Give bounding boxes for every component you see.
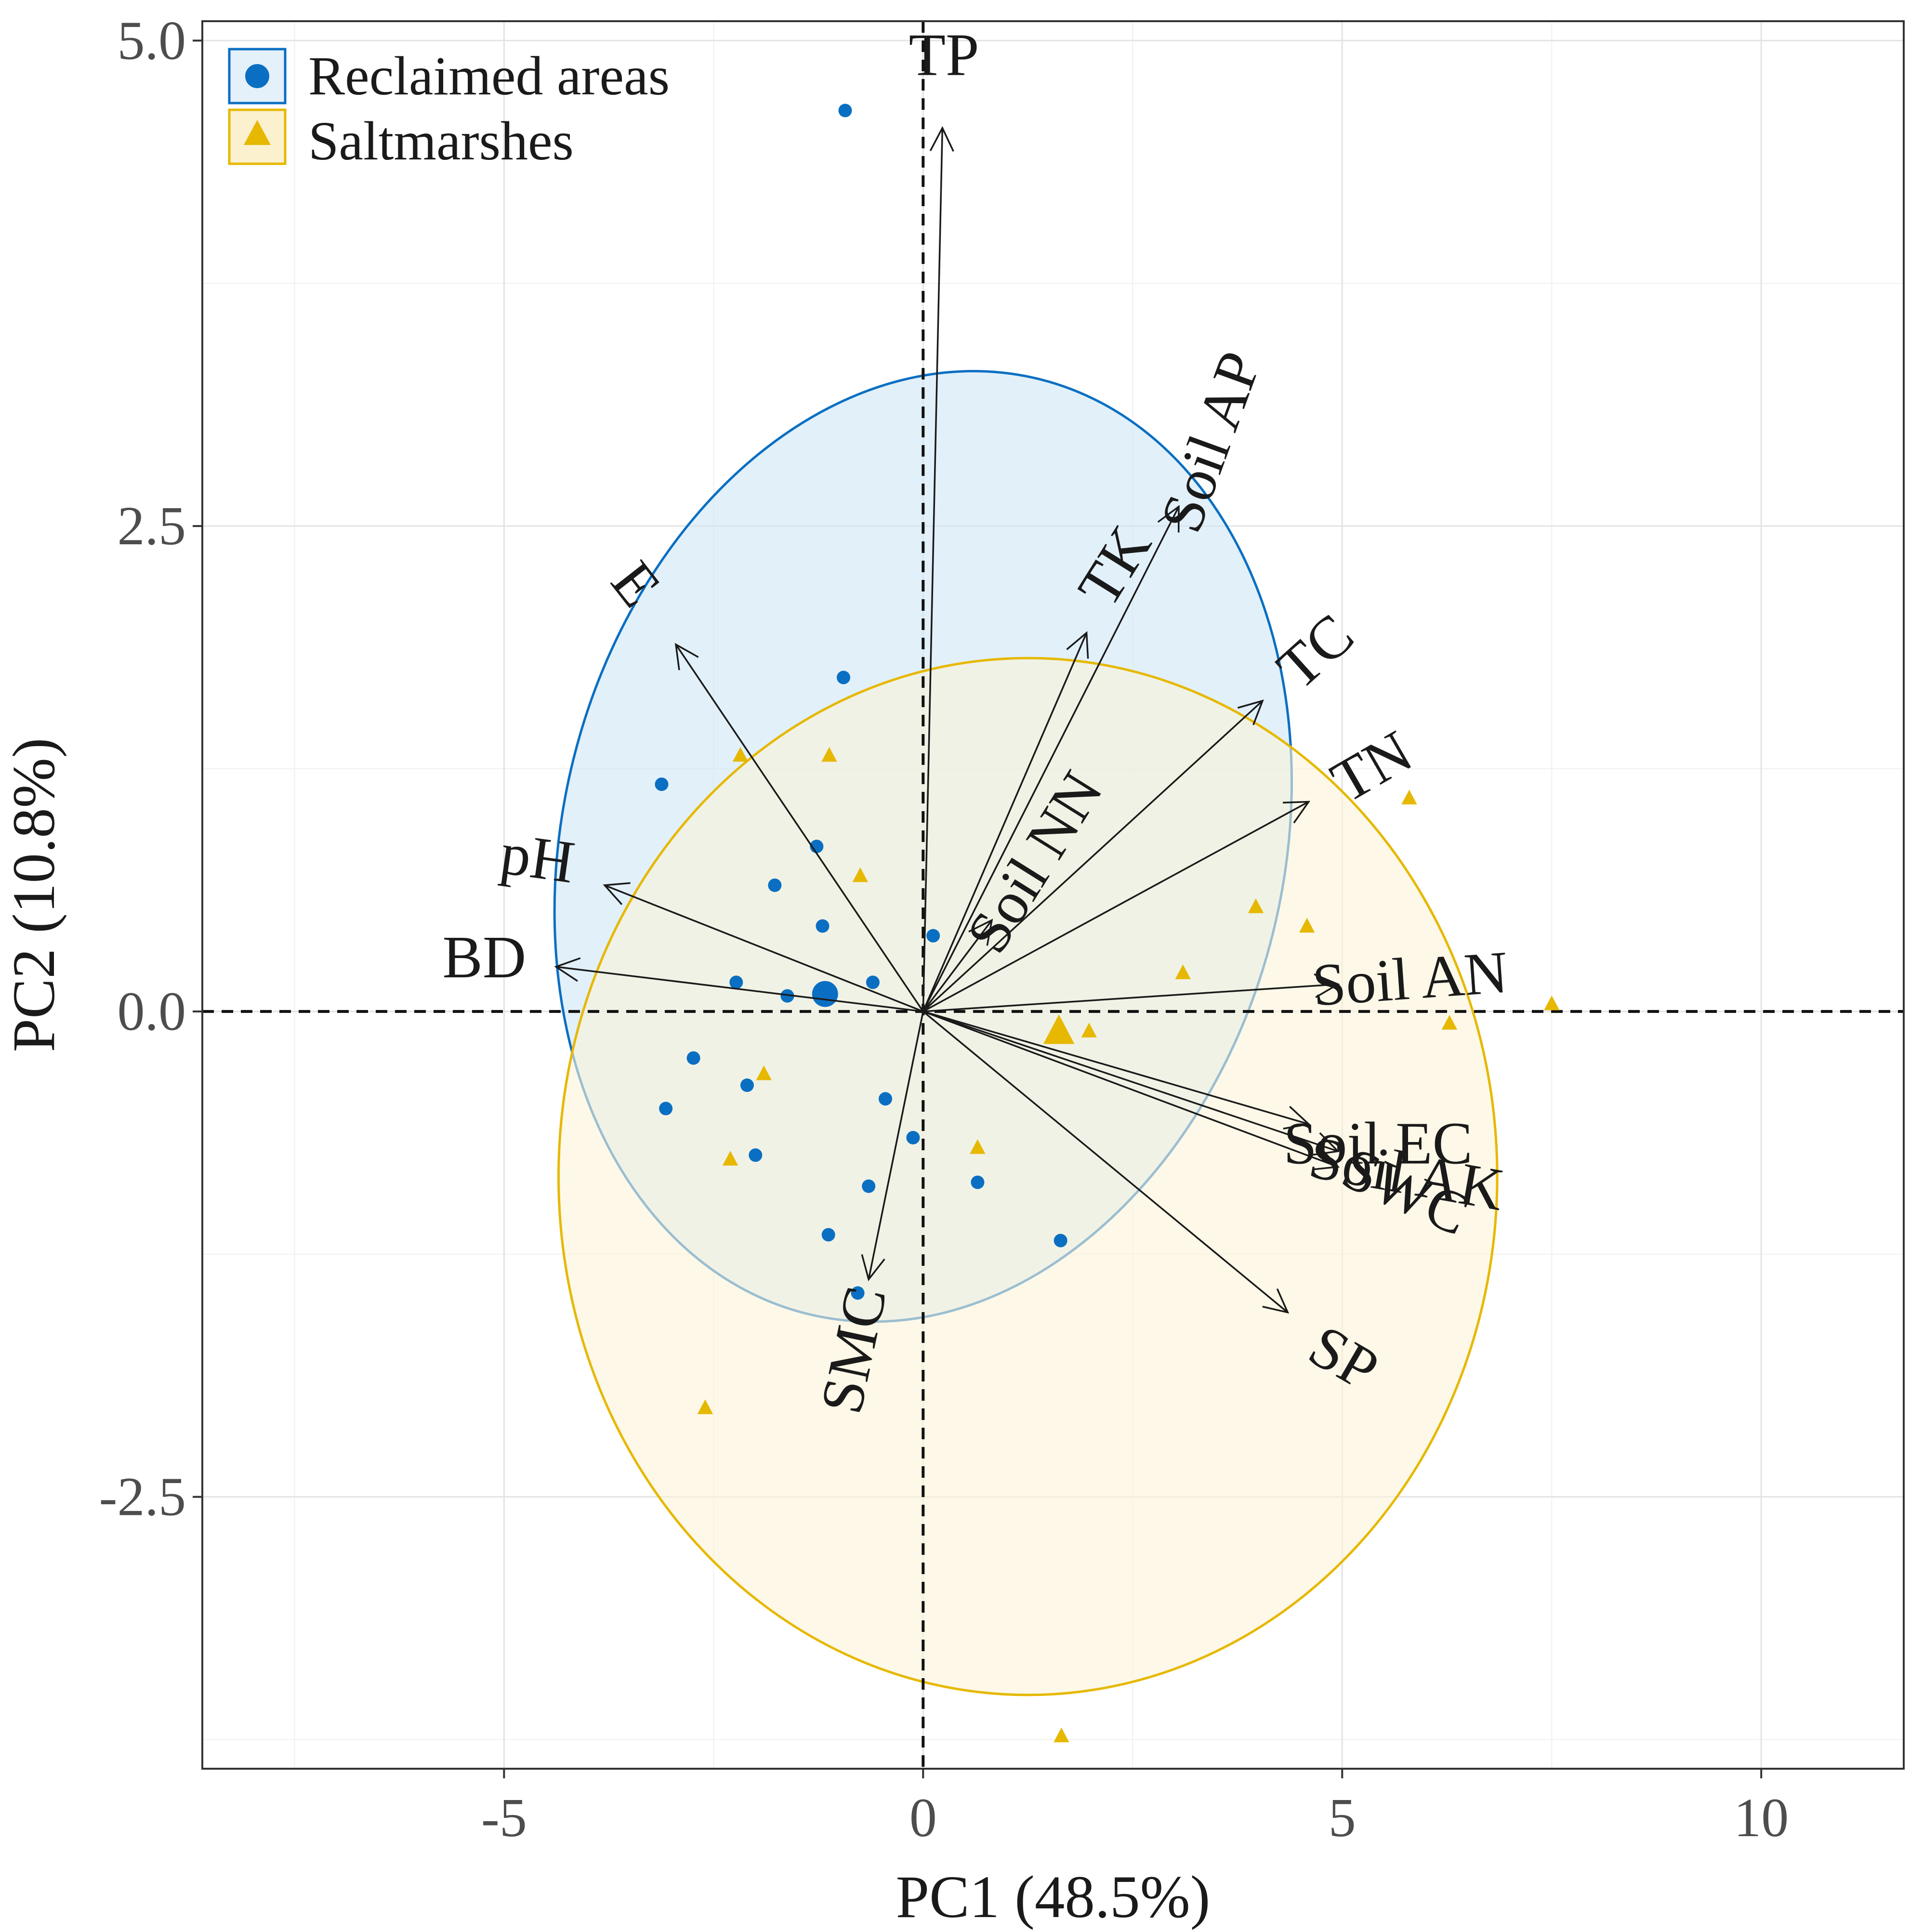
plot-panel-border [201, 20, 1905, 1770]
legend-label-saltmarshes: Saltmarshes [308, 110, 574, 171]
reclaimed-point-8 [866, 975, 880, 989]
reclaimed-point-0 [838, 104, 852, 118]
reclaimed-point-15 [749, 1148, 763, 1162]
loading-soil-ec-arrow [922, 1011, 1311, 1130]
loading-bd-arrow [554, 957, 923, 1012]
reclaimed-point-18 [821, 1228, 835, 1242]
saltmarsh-point-2 [852, 867, 868, 882]
reclaimed-point-6 [729, 975, 743, 989]
saltmarsh-point-5 [697, 1399, 713, 1414]
loading-swc-arrow [922, 1011, 1340, 1170]
x-tick-label-3: 10 [1734, 1787, 1789, 1848]
saltmarsh-point-14 [1054, 1727, 1069, 1743]
loading-tn-arrow [922, 801, 1311, 1012]
legend-marker-reclaimed [245, 64, 269, 88]
axis-ticks: -5 0 5 10 5.0 2.5 0.0 -2.5 [99, 10, 1789, 1848]
reclaimed-point-11 [740, 1078, 754, 1092]
loading-e-arrow [674, 643, 924, 1012]
loading-tk-arrow [922, 631, 1089, 1012]
saltmarsh-point-13 [1544, 995, 1560, 1011]
legend-label-reclaimed: Reclaimed areas [308, 45, 670, 106]
zero-reference-lines [202, 21, 1904, 1769]
saltmarsh-point-1 [821, 747, 837, 762]
saltmarsh-point-0 [732, 747, 749, 762]
reclaimed-point-7 [780, 989, 794, 1003]
reclaimed-centroid [812, 981, 838, 1007]
ellipse-saltmarshes [557, 657, 1499, 1696]
saltmarsh-point-4 [722, 1151, 738, 1166]
reclaimed-point-16 [862, 1179, 876, 1193]
loading-bd-label: BD [443, 924, 527, 991]
confidence-ellipses [553, 369, 1499, 1696]
loading-soil-an-label: Soil AN [1310, 939, 1510, 1019]
loading-tc-arrow [922, 699, 1264, 1012]
reclaimed-point-19 [851, 1286, 865, 1300]
saltmarsh-point-6 [970, 1139, 986, 1154]
x-tick-label-2: 5 [1329, 1787, 1356, 1848]
reclaimed-point-14 [906, 1130, 920, 1144]
reclaimed-point-9 [926, 929, 940, 943]
loading-soil-ak-arrow [922, 1011, 1340, 1156]
reclaimed-point-10 [686, 1051, 700, 1065]
loading-ph-label: pH [497, 820, 579, 896]
x-tick-label-1: 0 [909, 1787, 937, 1848]
reclaimed-point-13 [879, 1092, 893, 1106]
saltmarsh-point-7 [1081, 1023, 1097, 1038]
reclaimed-point-5 [816, 919, 830, 933]
loading-sp-arrow [922, 1011, 1290, 1314]
saltmarsh-point-11 [1401, 789, 1417, 805]
saltmarsh-point-12 [1441, 1015, 1458, 1030]
loading-smc-arrow [861, 1011, 924, 1281]
reclaimed-point-12 [659, 1102, 673, 1116]
saltmarsh-point-10 [1299, 918, 1315, 933]
loading-soil-nn-arrow [922, 919, 993, 1012]
saltmarsh-centroid [1043, 1014, 1075, 1044]
legend-marker-saltmarshes [244, 120, 271, 145]
reclaimed-point-4 [768, 878, 782, 892]
reclaimed-point-2 [655, 777, 669, 791]
y-tick-label-0: 5.0 [118, 10, 186, 71]
y-tick-label-1: 2.5 [118, 495, 186, 556]
y-tick-label-2: 0.0 [118, 981, 186, 1042]
sample-points [655, 104, 1560, 1743]
x-tick-label-0: -5 [481, 1787, 527, 1848]
x-axis-title: PC1 (48.5%) [896, 1864, 1211, 1931]
saltmarsh-point-8 [1175, 964, 1191, 979]
loading-tp-arrow [922, 126, 954, 1012]
reclaimed-point-17 [971, 1175, 985, 1189]
saltmarsh-point-9 [1248, 898, 1264, 913]
y-tick-label-3: -2.5 [99, 1466, 186, 1527]
loading-ph-arrow [603, 882, 923, 1012]
legend: Reclaimed areas Saltmarshes [228, 45, 670, 171]
loading-soil-ap-arrow [922, 505, 1180, 1012]
saltmarsh-point-3 [756, 1065, 772, 1080]
loading-tp-label: TP [909, 22, 979, 89]
reclaimed-point-1 [837, 670, 851, 684]
loading-soil-an-arrow [923, 973, 1340, 1012]
y-axis-title: PC2 (10.8%) [1, 738, 67, 1052]
reclaimed-point-20 [1054, 1234, 1067, 1248]
